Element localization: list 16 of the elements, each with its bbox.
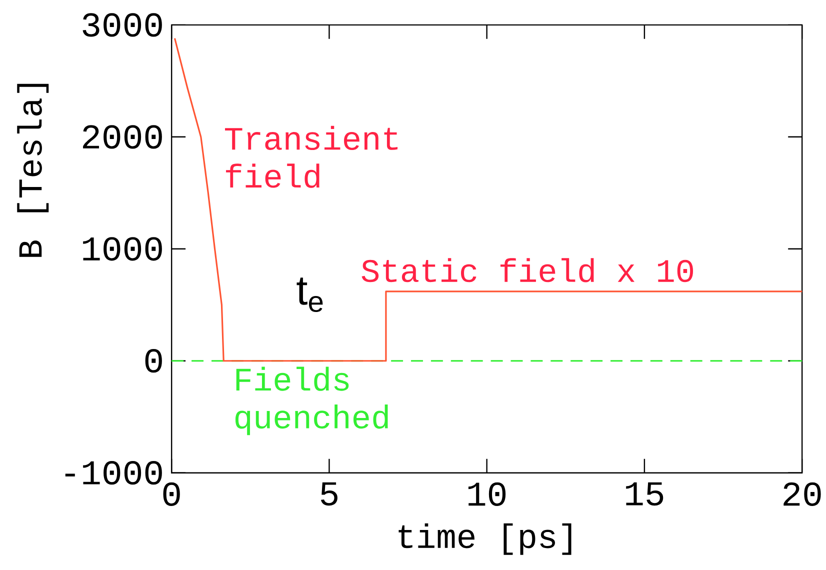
y-tick-label: 0: [145, 349, 162, 373]
x-tick-label: 5: [320, 482, 338, 506]
annotation: Transient field: [225, 126, 398, 188]
x-tick-label: 10: [468, 482, 506, 506]
x-tick-label: 0: [163, 482, 180, 506]
y-tick-label: 1000: [83, 237, 162, 261]
y-axis-title: B [Tesla]: [17, 84, 49, 258]
x-tick-label: 20: [784, 482, 821, 506]
x-tick-label: 15: [626, 482, 664, 506]
x-axis-title: time [ps]: [398, 524, 572, 556]
y-tick-label: 2000: [83, 125, 162, 149]
annotation: Static field x 10: [362, 258, 694, 282]
y-tick-label: -1000: [65, 461, 162, 485]
annotation: t$_{e}$: [296, 278, 323, 312]
ref-line-label: Fields quenched: [235, 366, 388, 436]
y-tick-label: 3000: [82, 13, 162, 37]
